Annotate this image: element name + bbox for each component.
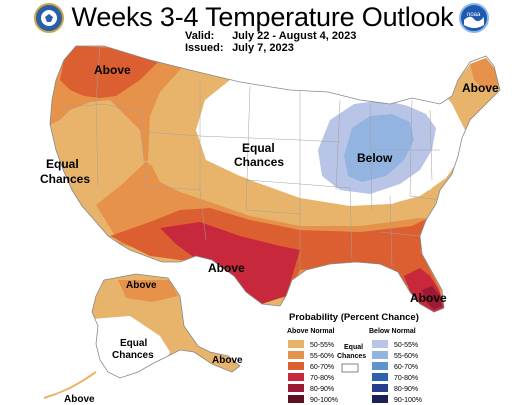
above-60-70-nw [60,46,160,98]
legend-below-items: 50-55% 55-60% 60-70% 70-80% 80-90% 90-100% [372,340,422,404]
above-70-80-south [160,222,300,304]
legend-below-label: 80-90% [394,386,418,393]
legend-below-swatch [372,351,388,359]
legend-title: Probability (Percent Chance) [289,312,419,323]
legend-above-label: 90-100% [310,397,338,404]
legend-below-swatch [372,362,388,370]
legend-below-label: 60-70% [394,364,418,371]
alaska-outline [91,273,241,379]
noaa-logo-icon: noaa [459,3,489,33]
above-55-60-maine [470,58,498,90]
svg-text:noaa: noaa [467,12,481,18]
label-west-equal-2: Chances [40,172,90,186]
commerce-seal-icon [34,3,64,33]
issued-value: July 7, 2023 [232,42,294,54]
label-central-equal-2: Chances [234,155,284,169]
legend-above-label: 70-80% [310,375,334,382]
legend-equal-swatch [341,363,359,373]
aleutian-islands [43,371,97,399]
issued-label: Issued: [185,42,224,54]
legend: Probability (Percent Chance) Above Norma… [287,312,422,404]
page-title: Weeks 3-4 Temperature Outlook [71,2,454,32]
valid-value: July 22 - August 4, 2023 [232,30,357,42]
conus-outline [49,45,501,313]
label-ne-above: Above [462,81,499,95]
legend-above-label: 60-70% [310,364,334,371]
legend-below-label: 50-55% [394,342,418,349]
legend-equal-label-2: Chances [337,353,366,360]
legend-above-items: 50-55% 55-60% 60-70% 70-80% 80-90% 90-100% [288,340,338,404]
label-west-equal-1: Equal [46,157,79,171]
legend-below-label: 70-80% [394,375,418,382]
valid-dates: Valid: July 22 - August 4, 2023 [185,30,356,42]
legend-below-swatch [372,373,388,381]
label-south-above: Above [208,261,245,275]
label-ak-equal-2: Chances [112,350,154,361]
legend-above-label: 55-60% [310,353,334,360]
legend-below-swatch [372,395,388,403]
valid-label: Valid: [185,30,215,42]
legend-above-label: 50-55% [310,342,334,349]
legend-below-swatch [372,384,388,392]
label-ak-aleut-above: Above [64,394,95,405]
label-central-equal-1: Equal [242,141,275,155]
legend-below-label: 90-100% [394,397,422,404]
legend-above-swatch [288,384,304,392]
legend-above-swatch [288,351,304,359]
state-boundaries [59,46,441,270]
above-80-90-florida [422,286,442,310]
label-fl-above: Above [410,291,447,305]
label-ak-se-above: Above [212,355,243,366]
legend-above-swatch [288,362,304,370]
issued-date: Issued: July 7, 2023 [185,42,294,54]
map-labels: Above Equal Chances Equal Chances Below … [40,63,499,405]
legend-above-label: 80-90% [310,386,334,393]
label-nw-above: Above [94,63,131,77]
legend-above-swatch [288,395,304,403]
legend-equal-label-1: Equal [344,344,363,351]
label-midwest-below: Below [357,151,393,165]
below-55-60-midwest [344,114,414,182]
label-ak-equal-1: Equal [120,338,147,349]
legend-below-label: 55-60% [394,353,418,360]
legend-above-swatch [288,340,304,348]
legend-above-swatch [288,373,304,381]
legend-below-swatch [372,340,388,348]
legend-above-header: Above Normal [287,328,335,335]
ak-above-55-60 [118,280,178,302]
legend-below-header: Below Normal [369,328,416,335]
label-ak-above: Above [126,280,157,291]
